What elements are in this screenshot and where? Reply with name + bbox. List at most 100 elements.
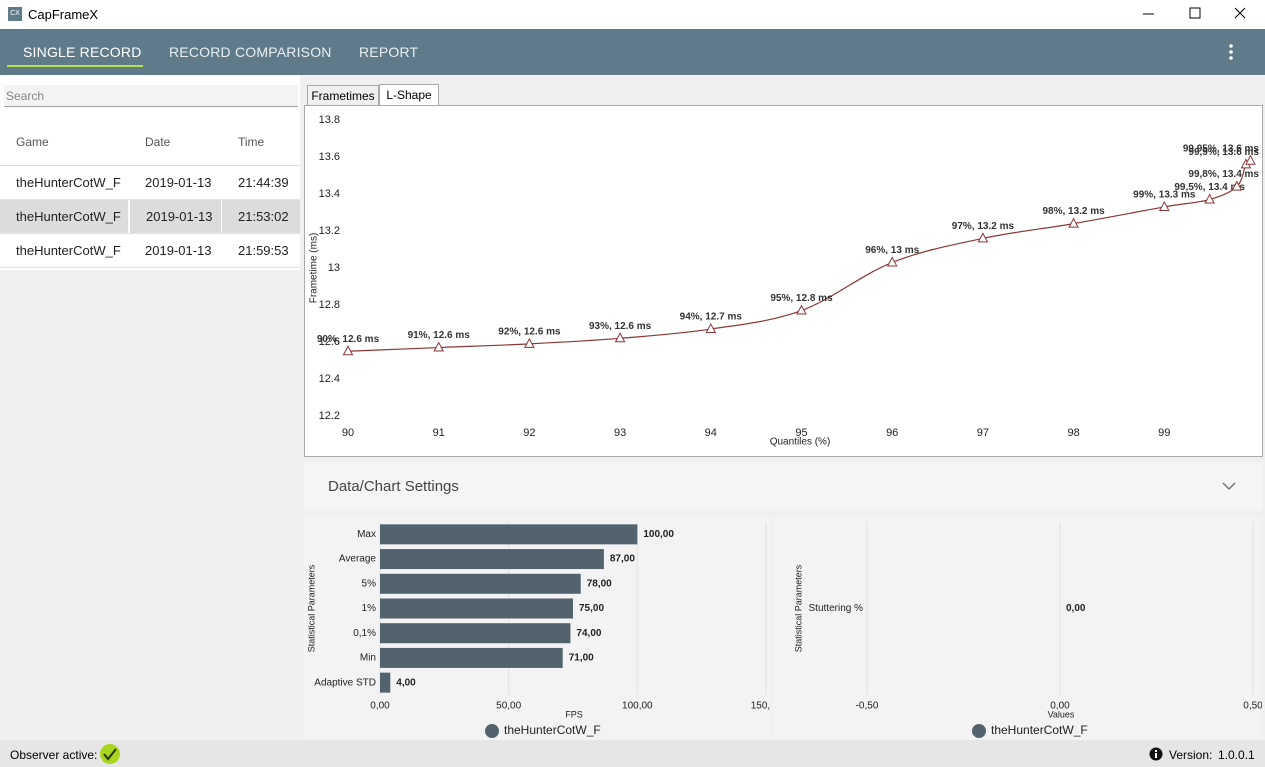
category-label: Stuttering % [809,603,864,614]
point-marker [1068,217,1079,228]
bar [380,623,571,644]
search-box[interactable]: Search [4,85,298,107]
chart-tab[interactable]: L-Shape [379,84,439,106]
window-controls [1143,7,1246,19]
nav-tab[interactable]: RECORD COMPARISON [169,44,332,60]
record-row[interactable]: theHunterCotW_F 2019-01-13 21:59:53 [0,234,300,268]
data-label: 94%, 12.7 ms [680,312,743,323]
observer-icon [100,744,120,764]
stats-chart: 0,00 50,00 100,00 150,00 FPS Statistical Para… [306,522,782,738]
stutter-chart: -0,50 0,00 0,50 Values Statistical Parameter… [793,522,1263,738]
x-tick-label: 100,00 [622,701,653,712]
settings-title: Data/Chart Settings [328,478,459,495]
column-header[interactable]: Date [145,135,171,149]
header-divider [0,165,300,166]
legend-swatch [485,724,499,738]
version-value: 1.0.0.1 [1218,748,1255,762]
data-label: 75,00 [579,603,604,614]
y-tick-label: 12.4 [319,373,340,385]
x-tick-label: -0,50 [856,701,879,712]
data-label: 91%, 12.6 ms [408,330,471,341]
legend-label: theHunterCotW_F [504,723,601,737]
time-cell: 21:59:53 [238,243,289,258]
bar [380,549,604,570]
data-label: 92%, 12.6 ms [498,326,561,337]
x-tick-label: 150,00 [751,701,770,712]
data-label: 93%, 12.6 ms [589,321,652,332]
y-axis-label: Frametime (ms) [309,233,320,304]
settings-expander[interactable]: Data/Chart Settings [304,463,1263,511]
line [347,160,1251,352]
expand-chevron[interactable] [1222,481,1236,491]
date-cell: 2019-01-13 [145,175,212,190]
l-shape-chart: 12.2 12.4 12.6 12.8 13 13.2 13.4 13.6 13.8 90 91 92… [309,114,1260,448]
data-label: 99,5%, 13.4 ms [1174,182,1245,193]
x-tick-label: 95 [795,427,807,439]
point-marker [1158,200,1170,211]
bar [380,524,638,545]
x-axis-label: Values [1048,709,1075,719]
category-label: Average [339,554,377,565]
menu-button[interactable] [1224,41,1238,63]
y-tick-label: 13.8 [319,114,340,126]
status-bar: Observer active: Version: 1.0.0.1 [0,740,1265,767]
title-bar: CX CapFrameX [0,0,1265,29]
data-label: 4,00 [396,677,416,688]
point-marker [524,337,535,348]
point-marker [614,332,626,343]
stutter-panel: -0,50 0,00 0,50 Values Statistical Parameter… [790,517,1263,740]
data-label: 99%, 13.3 ms [1133,190,1196,201]
version-label: Version: [1169,748,1213,762]
game-cell: theHunterCotW_F [16,175,121,190]
category-label: Max [357,529,376,540]
nav-tab[interactable]: SINGLE RECORD [23,44,142,60]
record-list [0,75,300,270]
x-tick-label: 90 [342,427,354,439]
category-label: Min [360,653,376,664]
data-label: 87,00 [610,554,635,565]
data-label: 99,9%, 13.6 ms [1188,147,1259,158]
record-row[interactable]: theHunterCotW_F 2019-01-13 21:44:39 [0,166,300,200]
point-marker [1231,180,1243,191]
info-icon [1149,747,1163,761]
l-shape-panel: 12.2 12.4 12.6 12.8 13 13.2 13.4 13.6 13.8 90 91 92… [304,105,1263,457]
close-button[interactable] [1234,7,1246,19]
observer-label: Observer active: [10,748,98,762]
bar [380,647,563,668]
point-marker [796,304,807,315]
time-cell: 21:44:39 [238,175,289,190]
y-tick-label: 12.6 [319,336,340,348]
legend-label: theHunterCotW_F [991,723,1088,737]
x-tick-label: 0,50 [1243,701,1262,712]
x-tick-label: 0,00 [370,701,390,712]
point-marker [1204,193,1215,204]
x-tick-label: 91 [433,427,445,439]
nav-tab[interactable]: REPORT [359,44,419,60]
column-header[interactable]: Time [238,135,265,149]
time-cell: 21:53:02 [222,200,300,233]
x-tick-label: 92 [523,427,535,439]
category-label: 0,1% [353,628,376,639]
app-icon: CX [8,7,22,21]
point-marker [342,345,354,356]
category-label: 1% [362,603,377,614]
maximize-button[interactable] [1189,7,1201,19]
data-label: 96%, 13 ms [865,245,919,256]
chart-tab[interactable]: Frametimes [307,85,379,105]
y-tick-label: 13.2 [319,225,340,237]
record-row[interactable]: theHunterCotW_F 2019-01-13 21:53:02 [0,200,300,234]
x-tick-label: 97 [977,427,989,439]
category-label: Adaptive STD [314,677,376,688]
y-tick-label: 13.6 [319,151,340,163]
game-cell: theHunterCotW_F [16,243,121,258]
y-axis-label: Statistical Parameters [306,564,316,652]
column-header[interactable]: Game [16,135,49,149]
x-tick-label: 93 [614,427,626,439]
point-marker [705,322,717,334]
bar [380,672,391,693]
x-axis-label: FPS [565,709,583,719]
legend-swatch [972,724,986,738]
record-panel: Search Game Date Time theHunterCotW_F 20… [0,75,300,740]
